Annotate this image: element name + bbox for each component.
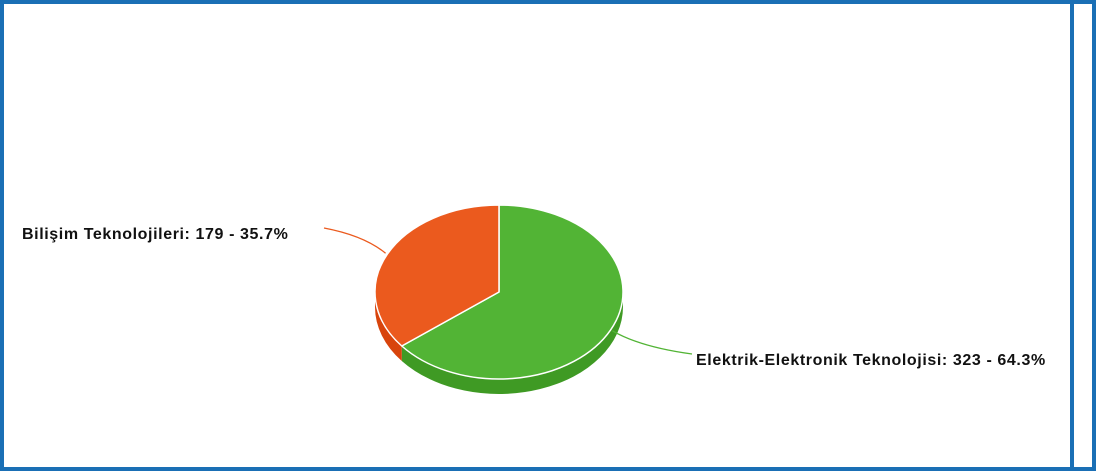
pie-slice-1[interactable] xyxy=(374,204,500,347)
slice-label-bilisim: Bilişim Teknolojileri: 179 - 35.7% xyxy=(22,226,288,243)
pie-sides xyxy=(375,292,623,394)
pie-chart: Elektrik-Elektronik Teknolojisi: 323 - 6… xyxy=(22,204,1046,394)
label-leaders xyxy=(323,227,693,355)
pie-slices xyxy=(374,204,624,380)
pie-side-0 xyxy=(401,292,623,394)
slice-label-elektrik: Elektrik-Elektronik Teknolojisi: 323 - 6… xyxy=(696,352,1046,369)
pie-side-1 xyxy=(375,292,402,362)
right-border xyxy=(1070,4,1092,467)
leader-line-0 xyxy=(612,330,693,355)
pie-slice-0[interactable] xyxy=(401,204,624,380)
leader-line-1 xyxy=(323,227,386,254)
